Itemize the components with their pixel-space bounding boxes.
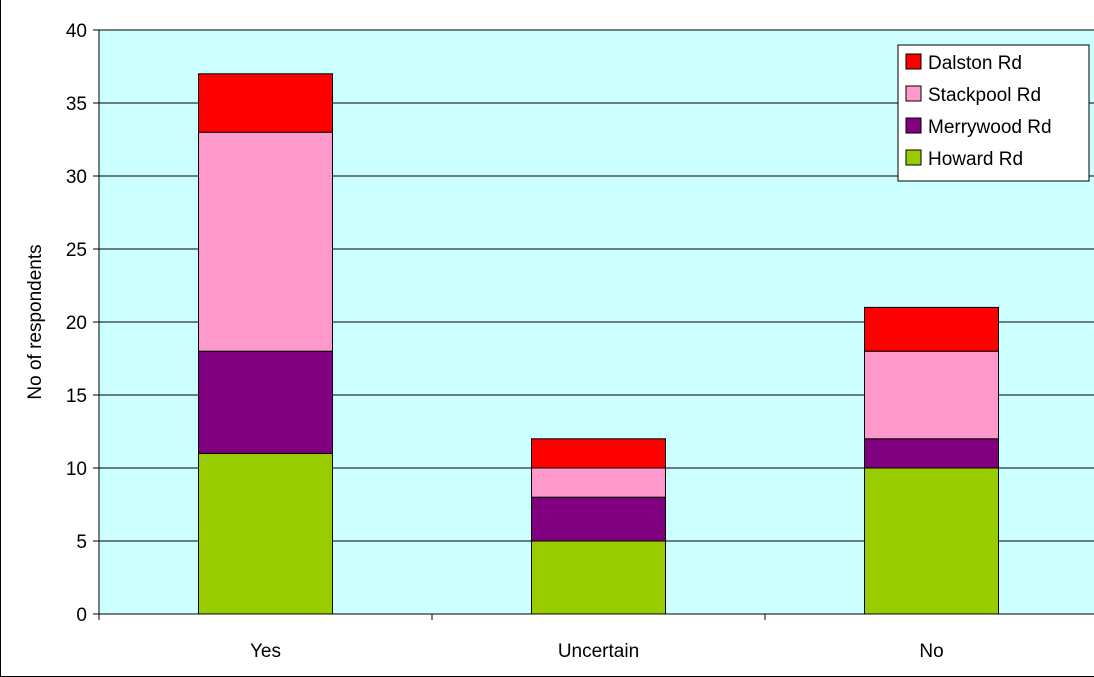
bar-segment xyxy=(531,438,666,469)
legend-swatch xyxy=(905,149,922,166)
x-tick-label: No xyxy=(919,641,943,662)
y-axis-ticks: 0 5 10 15 20 25 30 35 40 xyxy=(66,21,99,626)
x-axis-ticks: Yes Uncertain No xyxy=(98,614,944,662)
bar-segment xyxy=(198,73,333,133)
legend-swatch xyxy=(905,117,922,134)
legend: Dalston Rd Stackpool Rd Merrywood Rd Howard… xyxy=(897,44,1090,182)
y-tick-label: 15 xyxy=(66,386,87,407)
legend-label: Stackpool Rd xyxy=(928,85,1041,106)
legend-label: Howard Rd xyxy=(928,149,1023,170)
bar-segment xyxy=(864,438,999,469)
x-tick-label: Uncertain xyxy=(558,641,639,662)
y-tick-label: 20 xyxy=(66,313,87,334)
y-tick-label: 5 xyxy=(76,532,87,553)
y-tick-label: 25 xyxy=(66,240,87,261)
bar-segment xyxy=(531,467,666,498)
legend-label: Dalston Rd xyxy=(928,53,1022,74)
x-tick-label: Yes xyxy=(250,641,281,662)
bar-segment xyxy=(864,306,999,352)
legend-box xyxy=(897,44,1090,182)
bar-segment xyxy=(864,350,999,440)
bar-segment xyxy=(198,452,333,615)
legend-swatch xyxy=(905,85,922,102)
y-tick-label: 30 xyxy=(66,167,87,188)
bar-segment xyxy=(198,131,333,352)
y-tick-label: 40 xyxy=(66,21,87,42)
bar-segment xyxy=(198,350,333,454)
bar-segment xyxy=(531,496,666,542)
bars xyxy=(198,73,999,615)
legend-swatch xyxy=(905,53,922,70)
bar-segment xyxy=(864,467,999,615)
legend-label: Merrywood Rd xyxy=(928,117,1052,138)
y-tick-label: 10 xyxy=(66,459,87,480)
y-tick-label: 35 xyxy=(66,94,87,115)
bar-segment xyxy=(531,540,666,615)
y-tick-label: 0 xyxy=(76,605,87,626)
y-axis-title: No of respondents xyxy=(25,244,46,399)
